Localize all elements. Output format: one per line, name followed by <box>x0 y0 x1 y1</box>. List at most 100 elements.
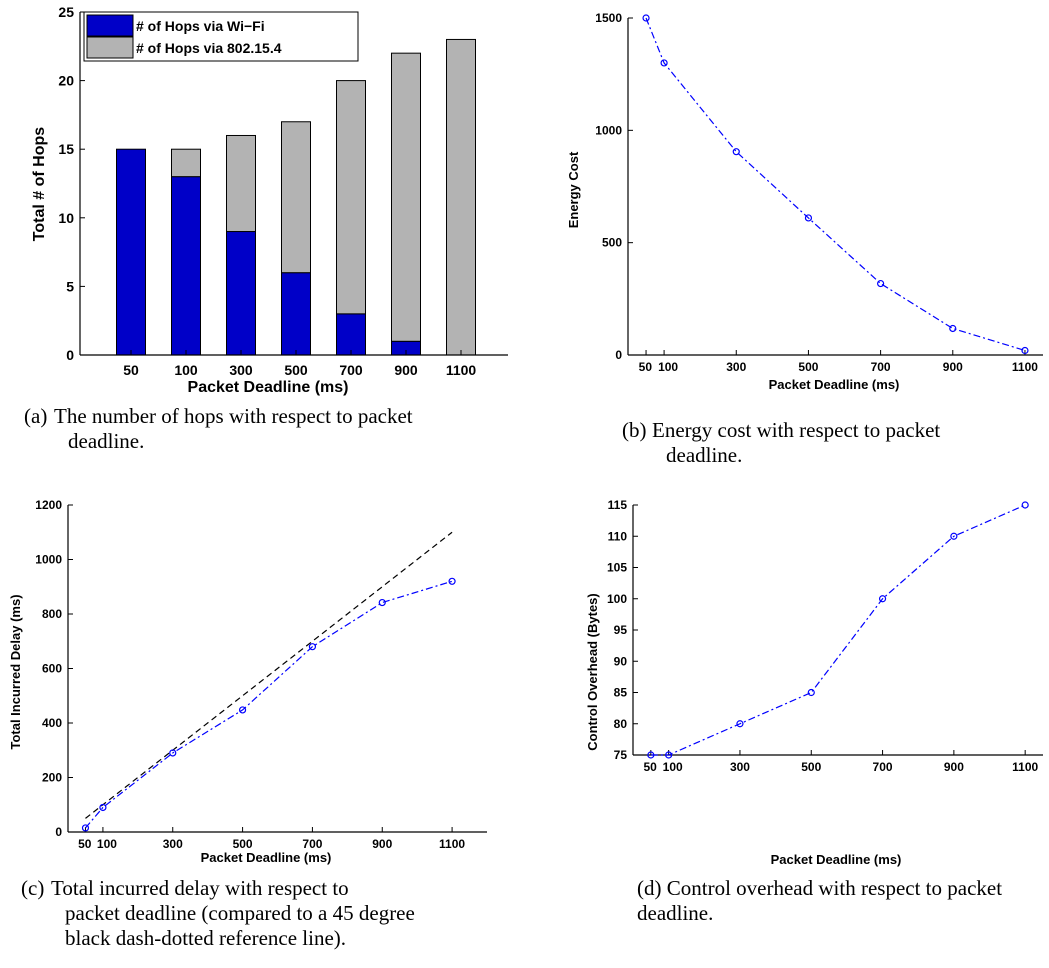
y-tick-label: 800 <box>42 607 62 621</box>
data-point <box>878 595 887 603</box>
x-tick-label: 500 <box>798 360 818 374</box>
data-point <box>665 751 673 759</box>
caption-tag: (b) <box>622 418 647 442</box>
x-tick-label: 500 <box>233 837 253 851</box>
y-tick-label: 110 <box>608 529 628 543</box>
bar-zigbee <box>171 148 201 178</box>
x-tick-label: 100 <box>658 360 678 374</box>
data-point <box>877 279 885 288</box>
y-tick-label: 0 <box>615 348 622 362</box>
legend-swatch-wifi <box>86 14 134 37</box>
caption-line: packet deadline (compared to a 45 degree <box>65 901 415 925</box>
caption-line: Control overhead with respect to packet <box>666 876 1003 900</box>
caption-line: deadline. <box>68 429 145 453</box>
xlabel-d: Packet Deadline (ms) <box>771 852 902 867</box>
data-point <box>736 720 744 728</box>
x-tick-label: 300 <box>726 360 746 374</box>
ylabel-c: Total Incurred Delay (ms) <box>8 594 23 749</box>
caption-tag: (d) <box>637 876 662 900</box>
x-tick-label: 50 <box>78 837 92 851</box>
x-tick-label: 1100 <box>1012 760 1038 774</box>
x-tick-label: 900 <box>372 837 392 851</box>
data-point <box>949 324 957 333</box>
y-tick-label: 600 <box>42 662 62 676</box>
data-point <box>732 148 740 156</box>
y-tick-label: 500 <box>602 236 622 250</box>
x-tick-label: 700 <box>339 362 363 378</box>
reference-line <box>85 531 453 819</box>
ylabel-a: Total # of Hops <box>31 127 48 241</box>
legend-swatch-zigbee <box>86 36 134 59</box>
y-tick-label: 400 <box>42 716 62 730</box>
caption-line: deadline. <box>666 443 743 467</box>
y-tick-label: 80 <box>614 717 628 731</box>
y-tick-label: 10 <box>58 210 74 226</box>
y-tick-label: 1000 <box>35 553 62 567</box>
legend-label-wifi: # of Hops via Wi−Fi <box>136 18 265 34</box>
data-point <box>308 643 317 651</box>
caption-line: Energy cost with respect to packet <box>652 418 941 442</box>
xlabel-b: Packet Deadline (ms) <box>769 377 900 392</box>
x-tick-label: 100 <box>174 362 198 378</box>
y-tick-label: 75 <box>614 748 628 762</box>
y-tick-label: 0 <box>66 347 74 363</box>
xlabel-c: Packet Deadline (ms) <box>201 850 332 865</box>
data-point <box>81 824 90 832</box>
xlabel-a: Packet Deadline (ms) <box>188 379 349 396</box>
series-c <box>81 531 456 832</box>
bar-zigbee <box>446 38 476 356</box>
data-point <box>660 59 668 67</box>
y-tick-label: 90 <box>614 654 628 668</box>
axes-b: 0 500 1000 1500 50 100 300 500 700 900 1100 <box>595 11 1043 374</box>
subplot-a-hops: 50 100 300 500 700 900 1100 0 5 10 15 20 25 Packet D… <box>31 4 508 396</box>
x-tick-label: 900 <box>944 760 964 774</box>
legend-a: # of Hops via Wi−Fi # of Hops via 802.15… <box>83 11 359 62</box>
bar-wifi <box>226 231 256 356</box>
y-tick-label: 115 <box>608 498 628 512</box>
y-tick-label: 1500 <box>595 11 622 25</box>
y-tick-label: 15 <box>58 141 74 157</box>
x-tick-label: 100 <box>663 760 683 774</box>
x-tick-label: 50 <box>639 360 653 374</box>
data-point <box>448 577 456 585</box>
y-tick-label: 25 <box>58 4 74 20</box>
data-point <box>804 214 813 222</box>
y-tick-label: 5 <box>66 278 74 294</box>
data-point <box>99 803 107 812</box>
axes-c: 0 200 400 600 800 1000 1200 50 100 300 500 700 900 11… <box>35 498 487 851</box>
y-tick-label: 100 <box>607 592 627 606</box>
caption-line: deadline. <box>637 901 714 925</box>
y-tick-label: 1200 <box>35 498 62 512</box>
bar-zigbee <box>391 52 421 342</box>
caption-d: (d) Control overhead with respect to pac… <box>637 876 1047 926</box>
caption-c: (c) Total incurred delay with respect to… <box>21 876 521 951</box>
y-tick-label: 85 <box>614 686 628 700</box>
data-point <box>1021 346 1029 355</box>
series-line <box>650 504 1026 756</box>
x-tick-label: 900 <box>394 362 418 378</box>
data-point <box>378 598 386 607</box>
x-tick-label: 1100 <box>1012 360 1038 374</box>
caption-line: black dash-dotted reference line). <box>65 926 347 950</box>
data-point <box>647 751 655 759</box>
bar-wifi <box>116 148 146 356</box>
series-b <box>642 14 1029 355</box>
x-tick-label: 700 <box>871 360 891 374</box>
caption-line: Total incurred delay with respect to <box>51 876 349 900</box>
data-point <box>1021 501 1029 509</box>
caption-tag: (c) <box>21 876 45 900</box>
x-tick-label: 300 <box>730 760 750 774</box>
caption-a: (a) The number of hops with respect to p… <box>24 404 524 454</box>
data-point <box>169 749 177 757</box>
series-line <box>645 17 1026 352</box>
x-tick-label: 500 <box>801 760 821 774</box>
x-tick-label: 100 <box>97 837 117 851</box>
series-d <box>647 501 1029 759</box>
y-tick-label: 0 <box>55 825 62 839</box>
x-tick-label: 700 <box>873 760 893 774</box>
caption-tag: (a) <box>24 404 48 428</box>
axes-d: 75 80 85 90 95 100 105 110 115 50 100 300 500 700 900 1… <box>607 498 1043 774</box>
data-point <box>807 688 815 697</box>
bar-zigbee <box>226 134 256 233</box>
